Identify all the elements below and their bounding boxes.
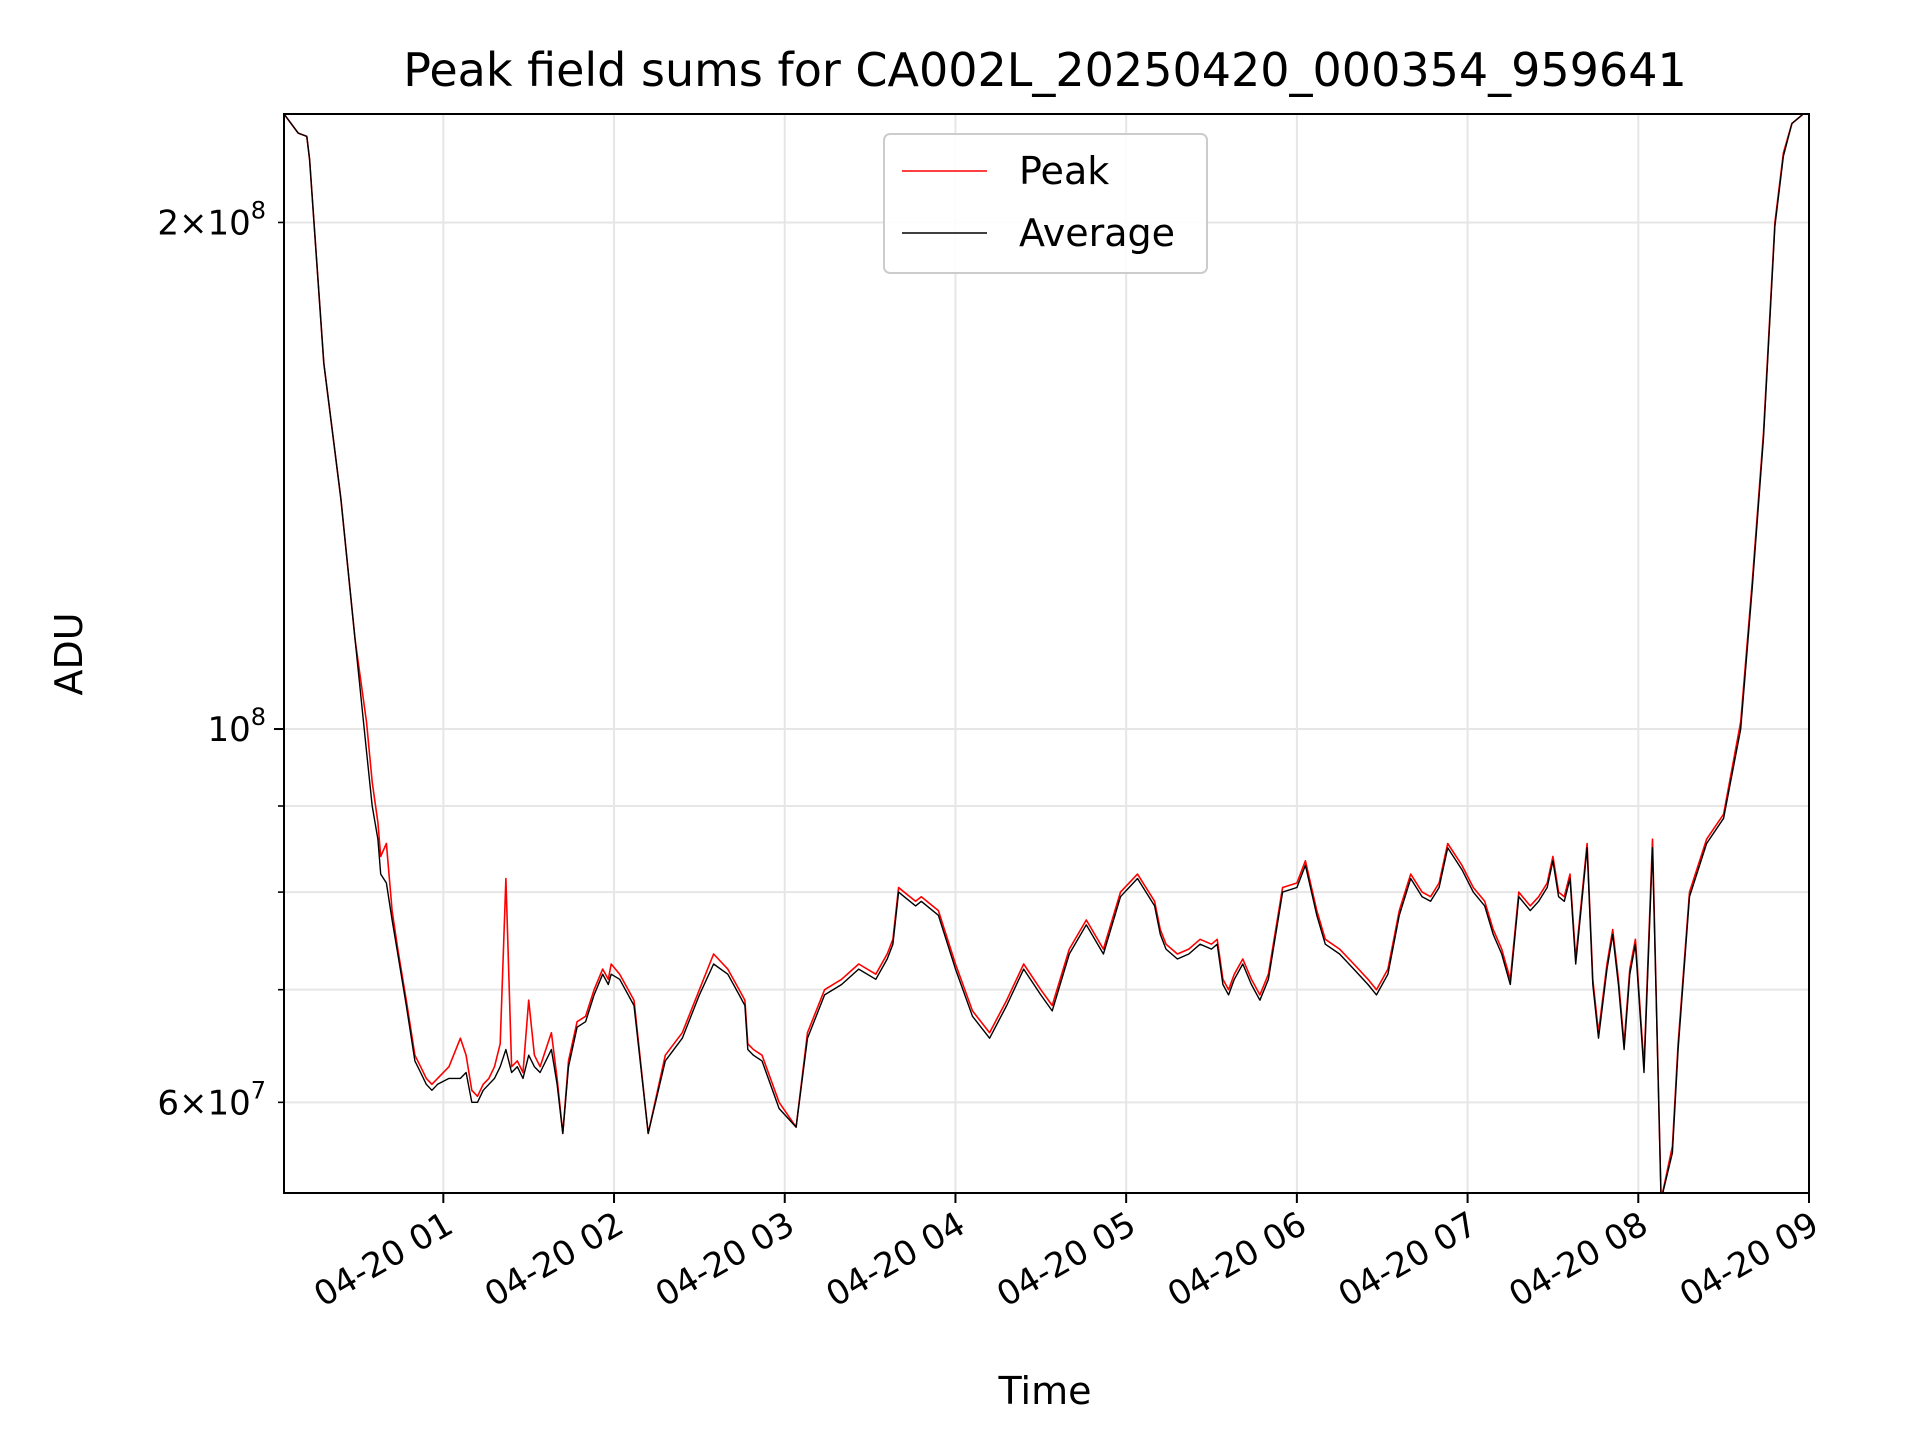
y-axis-label: ADU (47, 612, 91, 695)
y-tick-label: 6×107 (157, 1076, 266, 1123)
x-axis-label: Time (998, 1369, 1092, 1413)
y-tick-label: 2×108 (157, 196, 266, 243)
series-layer (284, 114, 1804, 1193)
chart-title: Peak field sums for CA002L_20250420_0003… (403, 43, 1686, 97)
legend-peak-label: Peak (1019, 149, 1109, 193)
plot-frame (283, 113, 1810, 1194)
series-line-peak (284, 114, 1804, 1193)
y-tick-label: 108 (207, 703, 266, 750)
legend-box (883, 133, 1208, 274)
legend: Peak Average (883, 133, 1208, 274)
series-line-average (284, 114, 1804, 1193)
legend-average-label: Average (1019, 211, 1175, 255)
y-axis: 108 6×107 2×108 (157, 196, 284, 1123)
